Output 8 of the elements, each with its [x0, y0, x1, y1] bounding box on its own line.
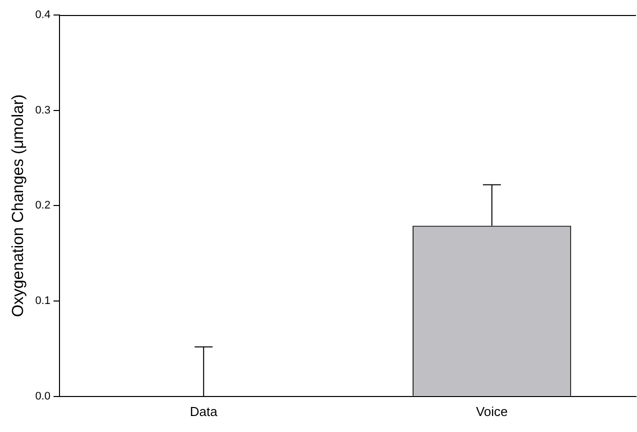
y-tick-label: 0.2 — [35, 200, 50, 212]
y-axis-title: Oxygenation Changes (μmolar) — [10, 94, 28, 318]
x-tick-label: Voice — [476, 404, 508, 419]
y-tick-label: 0.3 — [35, 104, 50, 116]
y-tick-label: 0.0 — [35, 390, 50, 402]
x-tick-label: Data — [190, 404, 218, 419]
y-tick-label: 0.1 — [35, 295, 50, 308]
y-tick-label: 0.4 — [35, 9, 50, 22]
